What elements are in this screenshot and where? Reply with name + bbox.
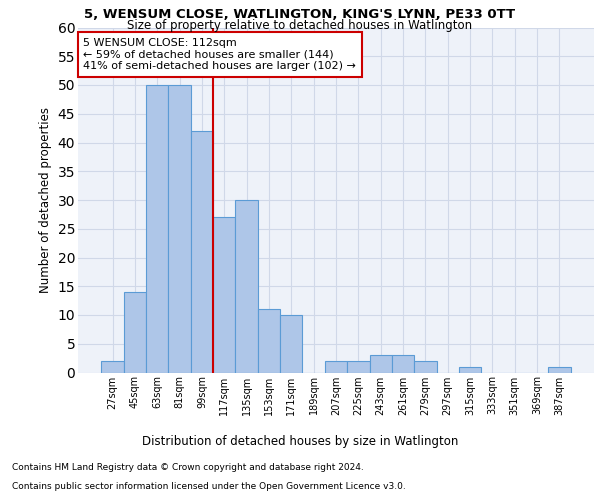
- Y-axis label: Number of detached properties: Number of detached properties: [39, 107, 52, 293]
- Text: 5, WENSUM CLOSE, WATLINGTON, KING'S LYNN, PE33 0TT: 5, WENSUM CLOSE, WATLINGTON, KING'S LYNN…: [85, 8, 515, 20]
- Bar: [146, 85, 169, 372]
- Text: Contains public sector information licensed under the Open Government Licence v3: Contains public sector information licen…: [12, 482, 406, 491]
- Bar: [280, 315, 302, 372]
- Text: Distribution of detached houses by size in Watlington: Distribution of detached houses by size …: [142, 435, 458, 448]
- Bar: [213, 217, 235, 372]
- Bar: [101, 361, 124, 372]
- Bar: [258, 309, 280, 372]
- Bar: [414, 361, 437, 372]
- Bar: [124, 292, 146, 372]
- Bar: [548, 367, 571, 372]
- Bar: [235, 200, 258, 372]
- Bar: [392, 355, 414, 372]
- Bar: [169, 85, 191, 372]
- Bar: [191, 131, 213, 372]
- Bar: [370, 355, 392, 372]
- Bar: [347, 361, 370, 372]
- Bar: [459, 367, 481, 372]
- Text: Contains HM Land Registry data © Crown copyright and database right 2024.: Contains HM Land Registry data © Crown c…: [12, 464, 364, 472]
- Text: 5 WENSUM CLOSE: 112sqm
← 59% of detached houses are smaller (144)
41% of semi-de: 5 WENSUM CLOSE: 112sqm ← 59% of detached…: [83, 38, 356, 71]
- Text: Size of property relative to detached houses in Watlington: Size of property relative to detached ho…: [127, 19, 473, 32]
- Bar: [325, 361, 347, 372]
